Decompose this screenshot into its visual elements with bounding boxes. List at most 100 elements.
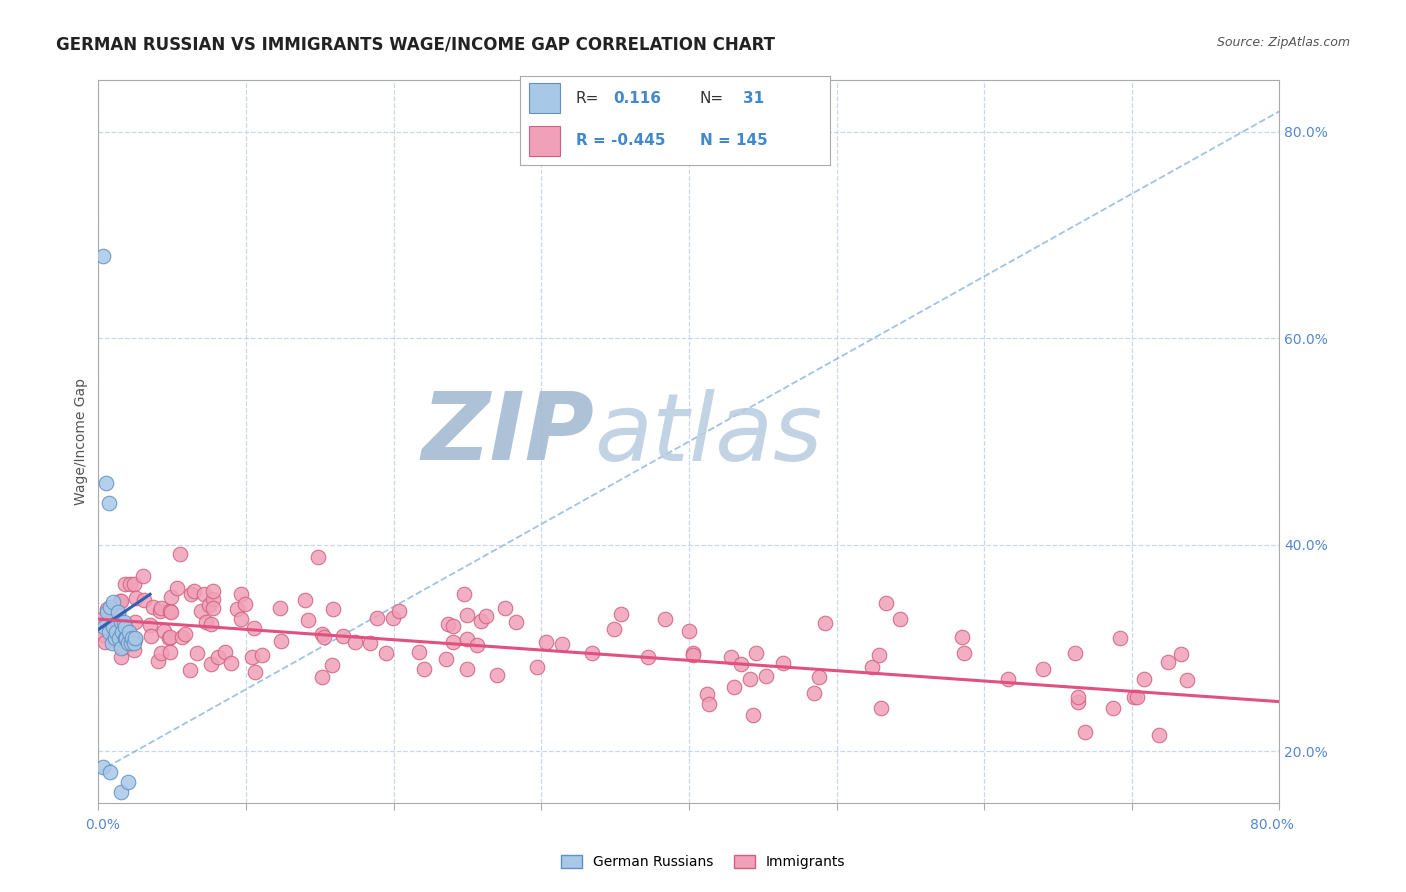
Point bbox=[100, 624, 122, 638]
Point bbox=[107, 605, 129, 619]
Point bbox=[110, 615, 132, 630]
Point bbox=[104, 631, 127, 645]
Point bbox=[453, 587, 475, 601]
Point bbox=[159, 604, 181, 618]
Text: R = -0.445: R = -0.445 bbox=[576, 134, 665, 148]
Point bbox=[200, 617, 222, 632]
Point bbox=[103, 632, 125, 647]
Point bbox=[1064, 646, 1087, 660]
Point bbox=[152, 624, 174, 638]
Point bbox=[311, 626, 333, 640]
Point bbox=[434, 652, 457, 666]
Point bbox=[269, 601, 291, 615]
Point bbox=[121, 631, 143, 645]
Point bbox=[297, 613, 319, 627]
Point bbox=[97, 496, 120, 510]
Point bbox=[240, 649, 263, 664]
Point bbox=[720, 650, 742, 665]
Point bbox=[470, 614, 492, 628]
Point bbox=[94, 634, 117, 648]
Point bbox=[1032, 662, 1054, 676]
Point bbox=[94, 475, 117, 490]
Point bbox=[142, 599, 165, 614]
Point bbox=[114, 577, 136, 591]
Text: Source: ZipAtlas.com: Source: ZipAtlas.com bbox=[1216, 36, 1350, 49]
Point bbox=[174, 626, 197, 640]
Point bbox=[93, 620, 115, 634]
Point bbox=[110, 649, 132, 664]
Point bbox=[465, 638, 488, 652]
Point bbox=[122, 636, 145, 650]
Point bbox=[252, 648, 274, 662]
Point bbox=[120, 636, 142, 650]
Point bbox=[1133, 672, 1156, 686]
Point bbox=[474, 608, 496, 623]
Point bbox=[868, 648, 890, 663]
Point bbox=[697, 697, 720, 711]
Point bbox=[105, 628, 128, 642]
Point bbox=[678, 624, 700, 638]
Point bbox=[456, 607, 478, 622]
Text: 0.0%: 0.0% bbox=[86, 818, 120, 832]
Point bbox=[110, 639, 132, 653]
Point bbox=[207, 650, 229, 665]
Point bbox=[997, 672, 1019, 686]
Point bbox=[202, 601, 225, 615]
Point bbox=[157, 631, 180, 645]
Point bbox=[494, 600, 516, 615]
Point bbox=[118, 625, 141, 640]
Point bbox=[124, 631, 146, 645]
Point bbox=[889, 612, 911, 626]
Text: N=: N= bbox=[700, 91, 724, 105]
Point bbox=[146, 654, 169, 668]
Point bbox=[96, 602, 118, 616]
Point bbox=[1147, 729, 1170, 743]
Point bbox=[1102, 701, 1125, 715]
Legend: German Russians, Immigrants: German Russians, Immigrants bbox=[554, 848, 852, 876]
Point bbox=[179, 663, 201, 677]
Point bbox=[1067, 695, 1090, 709]
Point bbox=[950, 630, 973, 644]
Point bbox=[1109, 632, 1132, 646]
Point bbox=[132, 592, 155, 607]
Point bbox=[117, 636, 139, 650]
Point bbox=[381, 611, 404, 625]
Point bbox=[534, 634, 557, 648]
Point bbox=[159, 590, 181, 604]
Point bbox=[637, 649, 659, 664]
Text: R=: R= bbox=[576, 91, 599, 105]
Point bbox=[131, 568, 153, 582]
Point bbox=[201, 592, 224, 607]
Point bbox=[114, 620, 136, 634]
Point bbox=[198, 598, 221, 612]
Point bbox=[412, 662, 434, 676]
Point bbox=[322, 601, 344, 615]
Text: GERMAN RUSSIAN VS IMMIGRANTS WAGE/INCOME GAP CORRELATION CHART: GERMAN RUSSIAN VS IMMIGRANTS WAGE/INCOME… bbox=[56, 36, 775, 54]
Point bbox=[103, 594, 125, 608]
Point bbox=[194, 615, 217, 630]
Text: atlas: atlas bbox=[595, 389, 823, 480]
Point bbox=[110, 594, 132, 608]
Point bbox=[1067, 690, 1090, 704]
Point bbox=[682, 646, 704, 660]
Point bbox=[1170, 647, 1192, 661]
Point bbox=[125, 591, 148, 605]
Point bbox=[91, 612, 114, 626]
Point bbox=[186, 647, 208, 661]
Point bbox=[110, 785, 132, 799]
Point bbox=[107, 607, 129, 621]
Point bbox=[214, 645, 236, 659]
Point bbox=[150, 601, 173, 615]
Point bbox=[803, 686, 825, 700]
Point bbox=[603, 623, 626, 637]
Point bbox=[441, 635, 464, 649]
Point bbox=[149, 646, 172, 660]
Text: N = 145: N = 145 bbox=[700, 134, 768, 148]
Point bbox=[149, 603, 172, 617]
Point bbox=[180, 586, 202, 600]
Point bbox=[120, 576, 142, 591]
Point bbox=[610, 607, 633, 621]
Point bbox=[437, 616, 460, 631]
Point bbox=[96, 615, 118, 630]
Point bbox=[1157, 655, 1180, 669]
